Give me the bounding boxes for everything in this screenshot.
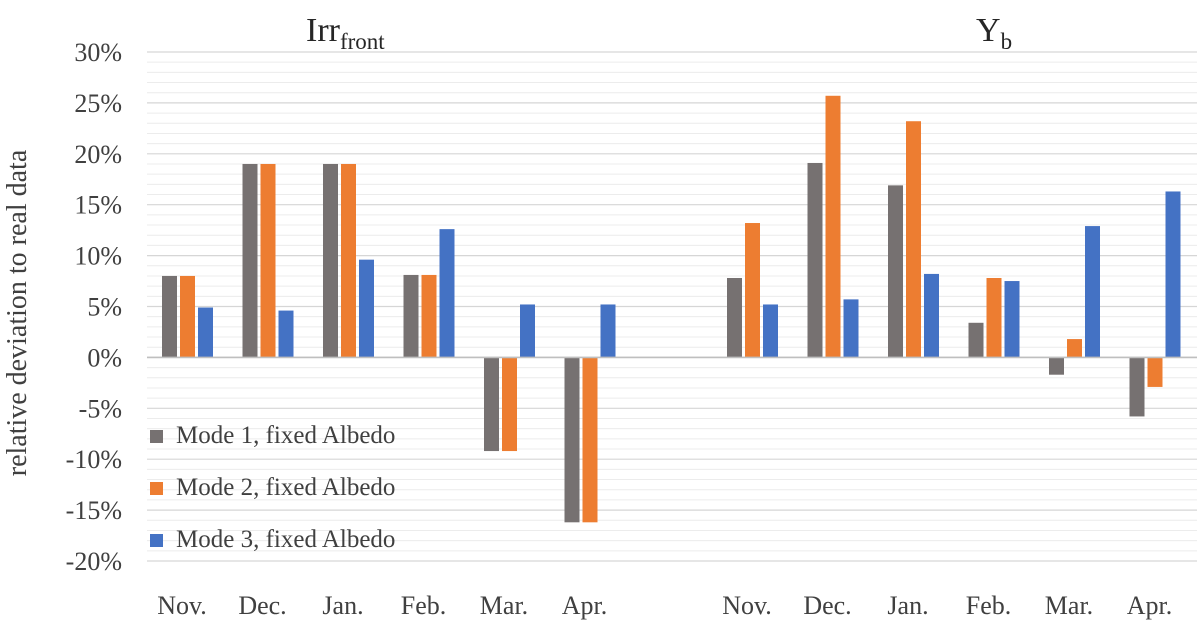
bar [1049,357,1064,375]
y-tick-label: 20% [74,140,122,169]
bar [1147,357,1163,387]
x-tick-label: Feb. [966,591,1012,620]
y-tick-label: -15% [66,496,122,525]
panel-title-yb: Yb [976,12,1012,55]
bar [924,273,939,358]
legend-swatch-mode-2 [150,481,163,495]
bar [484,357,499,452]
x-tick-label: Mar. [480,591,528,620]
x-tick-label: Dec. [803,591,851,620]
y-tick-label: 25% [74,89,122,118]
bar [807,162,823,358]
bar [1004,281,1020,358]
panel-title-subscript: front [339,29,385,55]
y-tick-label: -5% [79,394,122,423]
legend-label: Mode 2, fixed Albedo [176,474,396,501]
y-tick-label: 0% [87,343,122,372]
bar [520,304,535,358]
legend: Mode 1, fixed Albedo Mode 2, fixed Albed… [150,410,395,566]
legend-swatch-mode-1 [150,429,163,443]
bar [198,307,213,358]
bar [825,95,841,358]
bar [1067,339,1082,358]
bar [727,277,742,358]
legend-item-mode-1: Mode 1, fixed Albedo [150,410,395,462]
panel-title-main: Irr [306,12,340,49]
bar [888,185,903,358]
bar [359,259,374,358]
legend-swatch-mode-3 [150,533,163,547]
bar [439,229,455,358]
bar [323,163,338,358]
x-tick-label: Apr. [1127,591,1173,620]
y-tick-label: -20% [66,547,122,576]
bar [843,299,859,358]
bar [242,163,258,358]
bar [582,357,598,523]
y-tick-label: 10% [74,242,122,271]
legend-item-mode-3: Mode 3, fixed Albedo [150,514,395,566]
bar [502,357,517,452]
x-tick-label: Feb. [401,591,447,620]
legend-label: Mode 3, fixed Albedo [176,526,396,553]
bar [968,322,984,358]
bar [180,275,195,358]
bar [162,275,177,358]
y-tick-label: 30% [74,38,122,67]
y-axis-label: relative deviation to real data [2,149,33,477]
y-tick-label: 5% [87,293,122,322]
bar [564,357,580,523]
x-tick-label: Jan. [322,591,363,620]
bar [600,304,616,358]
panel-title-subscript: b [1000,29,1013,55]
legend-item-mode-2: Mode 2, fixed Albedo [150,462,395,514]
bar [278,310,294,358]
x-tick-label: Apr. [562,591,608,620]
x-tick-label: Mar. [1045,591,1093,620]
bar [403,274,419,358]
bar [986,277,1002,358]
bar [1165,191,1181,358]
bar [763,304,778,358]
panel-title-irr-front: Irrfront [306,12,385,55]
panel-title-main: Y [976,12,1001,49]
x-tick-label: Dec. [238,591,286,620]
bar [1085,226,1100,358]
bar [906,121,921,358]
x-tick-label: Jan. [887,591,928,620]
bar [341,163,356,358]
bar [745,223,760,358]
x-tick-label: Nov. [722,591,772,620]
bar [1129,357,1145,417]
legend-label: Mode 1, fixed Albedo [176,422,396,449]
x-tick-label: Nov. [157,591,207,620]
bar [421,274,437,358]
bar [260,163,276,358]
y-tick-label: -10% [66,445,122,474]
y-tick-label: 15% [74,191,122,220]
